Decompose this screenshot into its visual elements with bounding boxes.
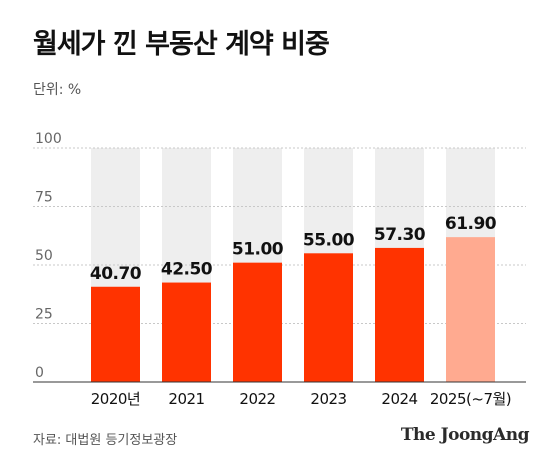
bar [233,262,282,382]
x-tick-label: 2021 [168,390,204,408]
chart-title: 월세가 낀 부동산 계약 비중 [33,29,330,60]
x-tick-label: 2023 [310,390,346,408]
bar [162,282,211,382]
data-label: 42.50 [161,260,213,280]
data-label: 61.90 [445,214,497,234]
y-tick-label: 0 [35,365,44,381]
bar-chart: 0 25 50 75 100 40.70 2020년 42.50 2021 51.00 2022 55… [33,131,526,408]
data-label: 51.00 [232,240,284,260]
x-tick-label: 2022 [239,390,275,408]
data-label: 55.00 [303,230,355,250]
bar [375,247,424,382]
y-tick-label: 50 [35,248,53,264]
data-label: 40.70 [90,264,142,284]
unit-label: 단위: % [33,82,82,98]
data-label: 57.30 [374,225,426,245]
publisher-logo: The JoongAng [400,425,530,445]
x-tick-label: 2020년 [91,390,140,408]
source-note: 자료: 대법원 등기정보광장 [33,433,178,448]
bar [446,237,495,382]
bar [91,286,140,382]
y-tick-label: 75 [35,190,53,206]
y-tick-label: 100 [35,131,62,147]
bar [304,253,353,382]
x-tick-label: 2025(~7월) [430,390,511,408]
x-tick-label: 2024 [381,390,417,408]
y-tick-label: 25 [35,307,53,323]
